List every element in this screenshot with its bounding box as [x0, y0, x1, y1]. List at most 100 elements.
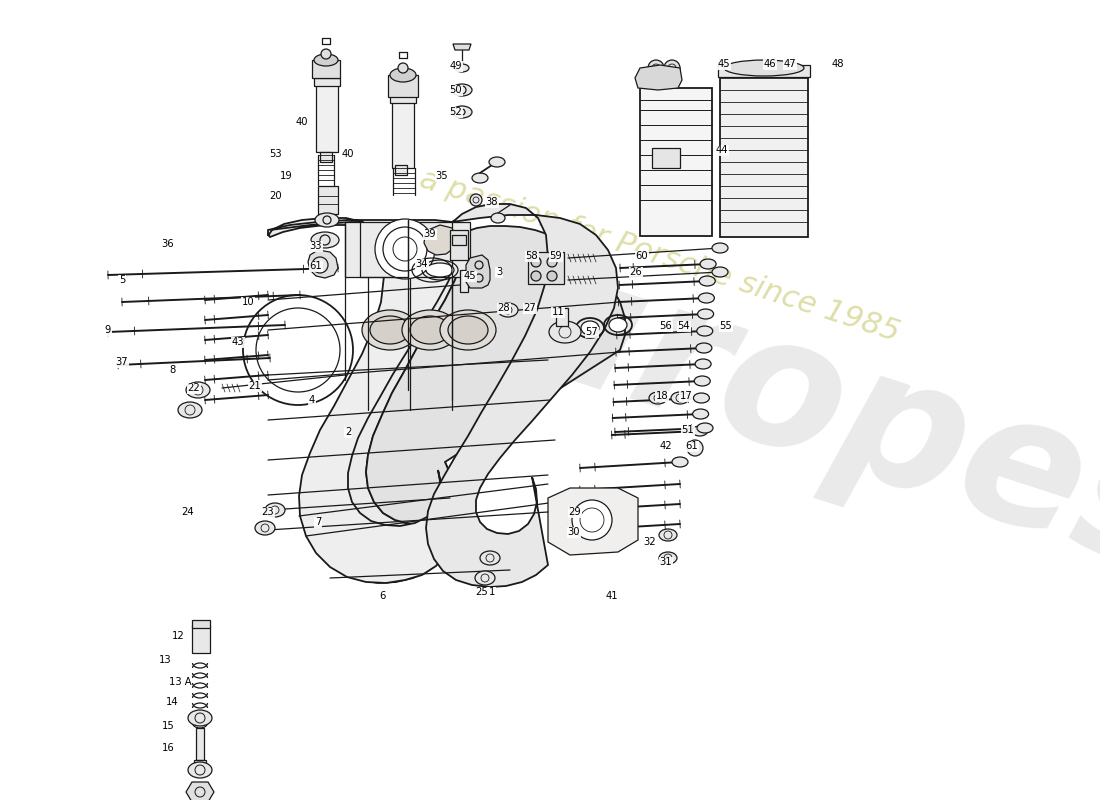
Text: 34: 34	[416, 259, 428, 269]
Text: 16: 16	[162, 743, 175, 753]
Bar	[528, 252, 564, 284]
Ellipse shape	[695, 359, 711, 369]
Polygon shape	[466, 255, 490, 288]
Polygon shape	[635, 65, 682, 90]
Bar	[460, 270, 467, 292]
Circle shape	[547, 257, 557, 267]
Ellipse shape	[609, 318, 627, 332]
Ellipse shape	[311, 232, 339, 248]
Ellipse shape	[475, 571, 495, 585]
Ellipse shape	[452, 106, 472, 118]
Text: 17: 17	[680, 391, 692, 401]
Text: 26: 26	[629, 267, 642, 277]
Text: 47: 47	[783, 59, 796, 69]
Ellipse shape	[693, 393, 710, 403]
Text: 37: 37	[116, 357, 129, 367]
Text: 48: 48	[832, 59, 845, 69]
Text: 46: 46	[763, 59, 777, 69]
Ellipse shape	[724, 60, 804, 76]
Text: 3: 3	[496, 267, 502, 277]
Text: 27: 27	[524, 303, 537, 313]
Text: 12: 12	[172, 631, 185, 641]
Polygon shape	[308, 250, 338, 278]
Text: 35: 35	[436, 171, 449, 181]
Text: 33: 33	[310, 241, 322, 251]
Text: a passion for Porsche since 1985: a passion for Porsche since 1985	[417, 165, 903, 347]
Text: 54: 54	[678, 321, 691, 331]
Text: 45: 45	[717, 59, 730, 69]
Text: 8: 8	[169, 365, 175, 375]
Text: 23: 23	[262, 507, 274, 517]
Text: 11: 11	[551, 307, 564, 317]
Polygon shape	[366, 226, 625, 524]
Ellipse shape	[712, 243, 728, 253]
Bar	[556, 308, 568, 326]
Text: 20: 20	[270, 191, 283, 201]
Ellipse shape	[672, 457, 688, 467]
Circle shape	[547, 271, 557, 281]
Text: 53: 53	[270, 149, 283, 159]
Bar	[192, 620, 210, 628]
Text: 61: 61	[309, 261, 322, 271]
Text: 59: 59	[550, 251, 562, 261]
Circle shape	[531, 257, 541, 267]
Text: 30: 30	[568, 527, 581, 537]
Bar	[450, 230, 468, 260]
Ellipse shape	[692, 426, 707, 436]
Text: 25: 25	[475, 587, 488, 597]
Bar	[196, 728, 204, 760]
Text: 44: 44	[716, 145, 728, 155]
Ellipse shape	[696, 343, 712, 353]
Polygon shape	[424, 225, 456, 255]
Text: 15: 15	[162, 721, 175, 731]
Circle shape	[664, 60, 680, 76]
Bar	[312, 60, 340, 78]
Polygon shape	[268, 218, 460, 583]
Text: 7: 7	[315, 517, 321, 527]
Text: 52: 52	[450, 107, 462, 117]
Text: 42: 42	[660, 441, 672, 451]
Text: 21: 21	[249, 381, 262, 391]
Bar	[388, 75, 418, 97]
Text: 58: 58	[526, 251, 538, 261]
Ellipse shape	[549, 321, 581, 343]
Text: 55: 55	[719, 321, 733, 331]
Text: 50: 50	[450, 85, 462, 95]
Text: 28: 28	[497, 303, 510, 313]
Circle shape	[321, 49, 331, 59]
Text: 6: 6	[378, 591, 385, 601]
Text: 19: 19	[279, 171, 293, 181]
Text: 41: 41	[606, 591, 618, 601]
Bar	[718, 65, 810, 77]
Circle shape	[531, 271, 541, 281]
Ellipse shape	[480, 551, 501, 565]
Ellipse shape	[455, 64, 469, 72]
Bar	[316, 82, 338, 152]
Bar	[652, 148, 680, 168]
Text: 29: 29	[569, 507, 582, 517]
Polygon shape	[186, 782, 214, 800]
Text: 22: 22	[188, 383, 200, 393]
Ellipse shape	[697, 423, 713, 433]
Ellipse shape	[265, 503, 285, 517]
Bar	[318, 186, 338, 214]
Text: 36: 36	[162, 239, 174, 249]
Text: 56: 56	[660, 321, 672, 331]
Bar	[452, 235, 466, 245]
Text: europes: europes	[374, 189, 1100, 611]
Bar	[314, 78, 340, 86]
Ellipse shape	[362, 310, 418, 350]
Ellipse shape	[696, 326, 713, 336]
Ellipse shape	[490, 157, 505, 167]
Bar	[194, 760, 206, 766]
Text: 24: 24	[182, 507, 195, 517]
Text: 38: 38	[486, 197, 498, 207]
Ellipse shape	[402, 310, 458, 350]
Text: 1: 1	[488, 587, 495, 597]
Ellipse shape	[315, 213, 339, 227]
Text: 5: 5	[119, 275, 125, 285]
Polygon shape	[548, 488, 638, 555]
Ellipse shape	[472, 173, 488, 183]
Ellipse shape	[186, 382, 210, 398]
Bar	[392, 100, 414, 168]
